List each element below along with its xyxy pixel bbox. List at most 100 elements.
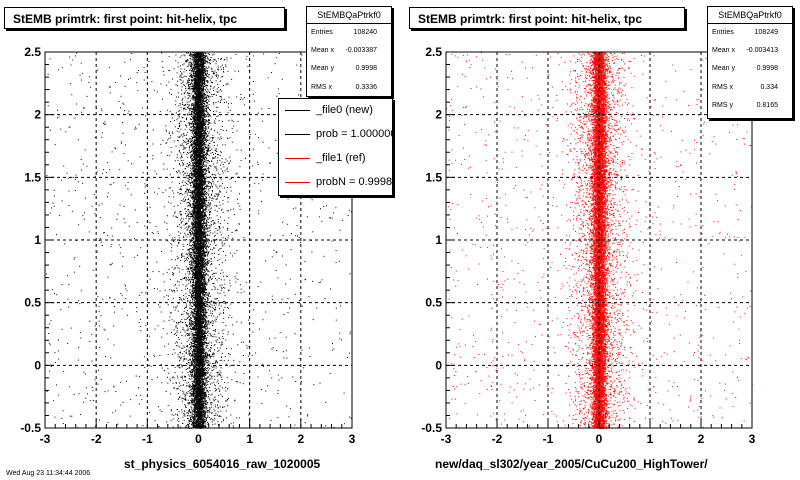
scatter-point [200, 354, 202, 356]
scatter-point [186, 140, 188, 142]
scatter-point [195, 295, 197, 297]
scatter-point [160, 311, 162, 313]
scatter-point [170, 151, 172, 153]
scatter-point [182, 180, 184, 182]
scatter-point [212, 190, 213, 191]
scatter-point [213, 354, 215, 356]
scatter-point [205, 71, 206, 73]
scatter-point [189, 419, 191, 421]
scatter-point [184, 331, 186, 333]
scatter-point [209, 310, 211, 312]
scatter-point [221, 158, 223, 160]
scatter-point [218, 133, 220, 135]
scatter-point [165, 189, 167, 191]
scatter-point [177, 322, 179, 323]
scatter-point [217, 371, 219, 373]
scatter-point [192, 284, 193, 286]
scatter-point [191, 411, 193, 413]
scatter-point [185, 426, 187, 428]
scatter-point [188, 112, 190, 114]
scatter-point [210, 88, 211, 90]
scatter-point [232, 333, 234, 335]
scatter-point [188, 216, 190, 217]
scatter-point [104, 121, 106, 123]
scatter-point [191, 105, 193, 107]
scatter-point [197, 159, 199, 161]
scatter-point [141, 292, 143, 294]
scatter-point [151, 378, 153, 380]
scatter-point [194, 314, 196, 316]
scatter-point [193, 332, 195, 334]
scatter-point [193, 395, 195, 397]
scatter-point [202, 395, 204, 397]
scatter-point [179, 74, 181, 76]
scatter-point [211, 239, 213, 241]
scatter-point [212, 158, 214, 160]
scatter-point [128, 78, 129, 80]
scatter-point [209, 143, 211, 145]
scatter-point [299, 303, 301, 305]
scatter-point [228, 398, 229, 399]
scatter-point [190, 73, 192, 75]
scatter-point [185, 358, 187, 360]
scatter-point [205, 66, 207, 68]
scatter-point [204, 315, 206, 317]
scatter-point [194, 286, 196, 288]
scatter-point [188, 367, 190, 369]
scatter-point [194, 111, 196, 113]
scatter-point [186, 194, 188, 196]
scatter-point [190, 419, 192, 420]
scatter-point [170, 135, 172, 137]
scatter-point [189, 290, 191, 292]
scatter-point [209, 356, 211, 358]
scatter-point [256, 161, 258, 163]
scatter-point [192, 149, 194, 151]
scatter-point [124, 184, 126, 186]
scatter-point [200, 282, 202, 284]
scatter-point [301, 305, 303, 307]
scatter-point [202, 297, 204, 299]
scatter-point [192, 85, 194, 87]
scatter-point [209, 389, 211, 391]
scatter-point [192, 275, 194, 277]
scatter-point [193, 161, 195, 163]
scatter-point [93, 194, 95, 196]
scatter-point [193, 230, 195, 232]
scatter-point [175, 54, 177, 56]
scatter-point [189, 182, 191, 184]
scatter-point [171, 289, 172, 291]
scatter-point [187, 345, 188, 347]
scatter-point [213, 122, 215, 124]
scatter-point [203, 163, 205, 165]
scatter-point [215, 317, 217, 319]
scatter-point [221, 245, 223, 247]
scatter-point [74, 117, 76, 119]
scatter-point [168, 201, 170, 203]
scatter-point [67, 177, 69, 179]
scatter-point [205, 161, 207, 163]
scatter-point [185, 273, 187, 275]
scatter-point [186, 189, 187, 191]
scatter-point [193, 386, 195, 388]
scatter-point [179, 389, 181, 391]
scatter-point [211, 185, 213, 187]
scatter-point [190, 190, 192, 192]
scatter-point [271, 295, 273, 297]
scatter-point [172, 190, 174, 192]
scatter-point [203, 247, 205, 249]
scatter-point [190, 88, 192, 90]
scatter-point [200, 147, 202, 149]
scatter-point [184, 395, 186, 397]
scatter-point [188, 97, 189, 99]
scatter-point [118, 100, 120, 102]
scatter-point [195, 351, 197, 353]
scatter-point [199, 298, 201, 300]
scatter-point [184, 319, 186, 321]
scatter-point [170, 147, 172, 148]
scatter-point [208, 160, 209, 162]
scatter-point [201, 230, 203, 232]
scatter-point [283, 314, 285, 315]
scatter-point [208, 190, 210, 192]
scatter-point [207, 377, 209, 379]
scatter-point [209, 383, 211, 385]
